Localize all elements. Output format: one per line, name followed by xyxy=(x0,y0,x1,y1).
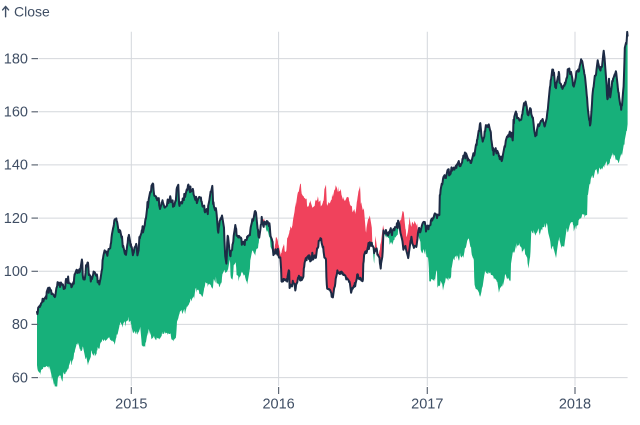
svg-text:160: 160 xyxy=(4,105,28,121)
svg-text:80: 80 xyxy=(12,317,28,333)
svg-text:2017: 2017 xyxy=(411,397,443,413)
svg-text:2018: 2018 xyxy=(559,397,591,413)
svg-text:2016: 2016 xyxy=(262,397,294,413)
svg-text:60: 60 xyxy=(12,370,28,386)
svg-text:Close: Close xyxy=(14,3,50,19)
svg-text:100: 100 xyxy=(4,264,28,280)
svg-text:140: 140 xyxy=(4,158,28,174)
svg-text:180: 180 xyxy=(4,51,28,67)
svg-text:2015: 2015 xyxy=(115,397,147,413)
svg-text:120: 120 xyxy=(4,211,28,227)
